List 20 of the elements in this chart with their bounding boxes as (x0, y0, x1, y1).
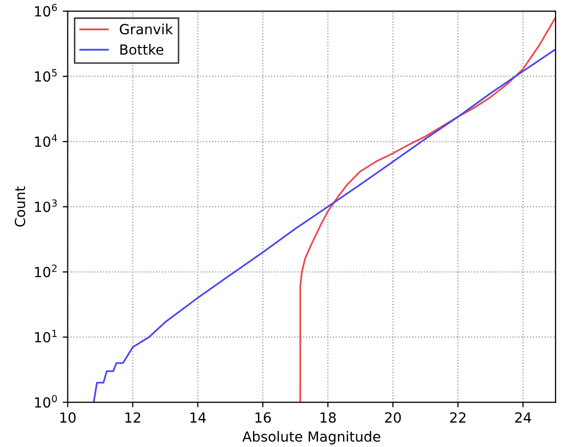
x-tick-label: 22 (450, 412, 466, 423)
y-axis-title: Count (14, 186, 26, 227)
line-series (299, 16, 556, 402)
x-tick-label: 10 (60, 412, 76, 423)
x-tick-label: 12 (125, 412, 140, 423)
y-tick-label: 10$^{0}$ (35, 394, 57, 408)
x-tick-label: 14 (190, 412, 206, 423)
y-tick-label: 10$^{3}$ (35, 199, 57, 212)
y-tick-label: 10$^{1}$ (35, 330, 57, 342)
x-tick-label: 16 (256, 412, 271, 423)
y-tick-label: 10$^{5}$ (35, 69, 57, 82)
y-tick-label: 10$^{6}$ (35, 4, 57, 17)
legend-label: Bottke (120, 44, 164, 55)
x-tick-label: 18 (320, 412, 336, 423)
legend-label: Granvik (120, 24, 173, 34)
y-tick-label: 10$^{2}$ (35, 264, 57, 278)
x-axis-title: Absolute Magnitude (242, 431, 380, 444)
x-tick-label: 20 (385, 412, 401, 423)
x-tick-label: 24 (515, 412, 532, 423)
y-tick-label: 10$^{4}$ (35, 134, 57, 147)
